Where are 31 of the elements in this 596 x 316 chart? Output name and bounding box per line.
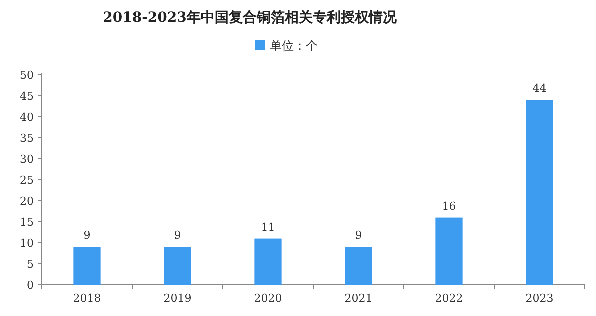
- bar: [164, 247, 192, 285]
- bar: [345, 247, 372, 285]
- y-tick-label: 5: [27, 258, 34, 271]
- y-tick-label: 15: [20, 216, 34, 229]
- data-label: 11: [261, 220, 276, 234]
- x-tick-label: 2018: [73, 292, 102, 305]
- y-tick-label: 20: [20, 195, 34, 208]
- y-tick-label: 0: [27, 279, 34, 292]
- x-tick-label: 2019: [164, 292, 192, 305]
- data-label: 9: [355, 229, 362, 242]
- bar: [436, 218, 463, 285]
- y-tick-label: 10: [20, 237, 34, 250]
- x-tick-label: 2022: [435, 292, 464, 305]
- y-tick-label: 35: [20, 132, 34, 145]
- bar: [254, 238, 282, 285]
- x-tick-label: 2021: [344, 292, 373, 305]
- data-label: 16: [442, 200, 456, 213]
- y-tick-label: 30: [20, 153, 34, 166]
- data-label: 44: [532, 82, 547, 96]
- y-tick-label: 50: [20, 69, 34, 82]
- legend-label: 单位：个: [270, 39, 318, 53]
- x-tick-label: 2023: [526, 292, 554, 305]
- bar: [526, 100, 554, 285]
- y-tick-label: 45: [20, 90, 34, 103]
- data-label: 9: [174, 229, 182, 242]
- x-tick-label: 2020: [254, 292, 282, 305]
- chart-title: 2018-2023年中国复合铜箔相关专利授权情况: [103, 9, 398, 26]
- data-label: 9: [84, 229, 91, 242]
- y-tick-label: 40: [20, 111, 34, 124]
- bar: [74, 247, 101, 285]
- y-tick-label: 25: [20, 174, 34, 187]
